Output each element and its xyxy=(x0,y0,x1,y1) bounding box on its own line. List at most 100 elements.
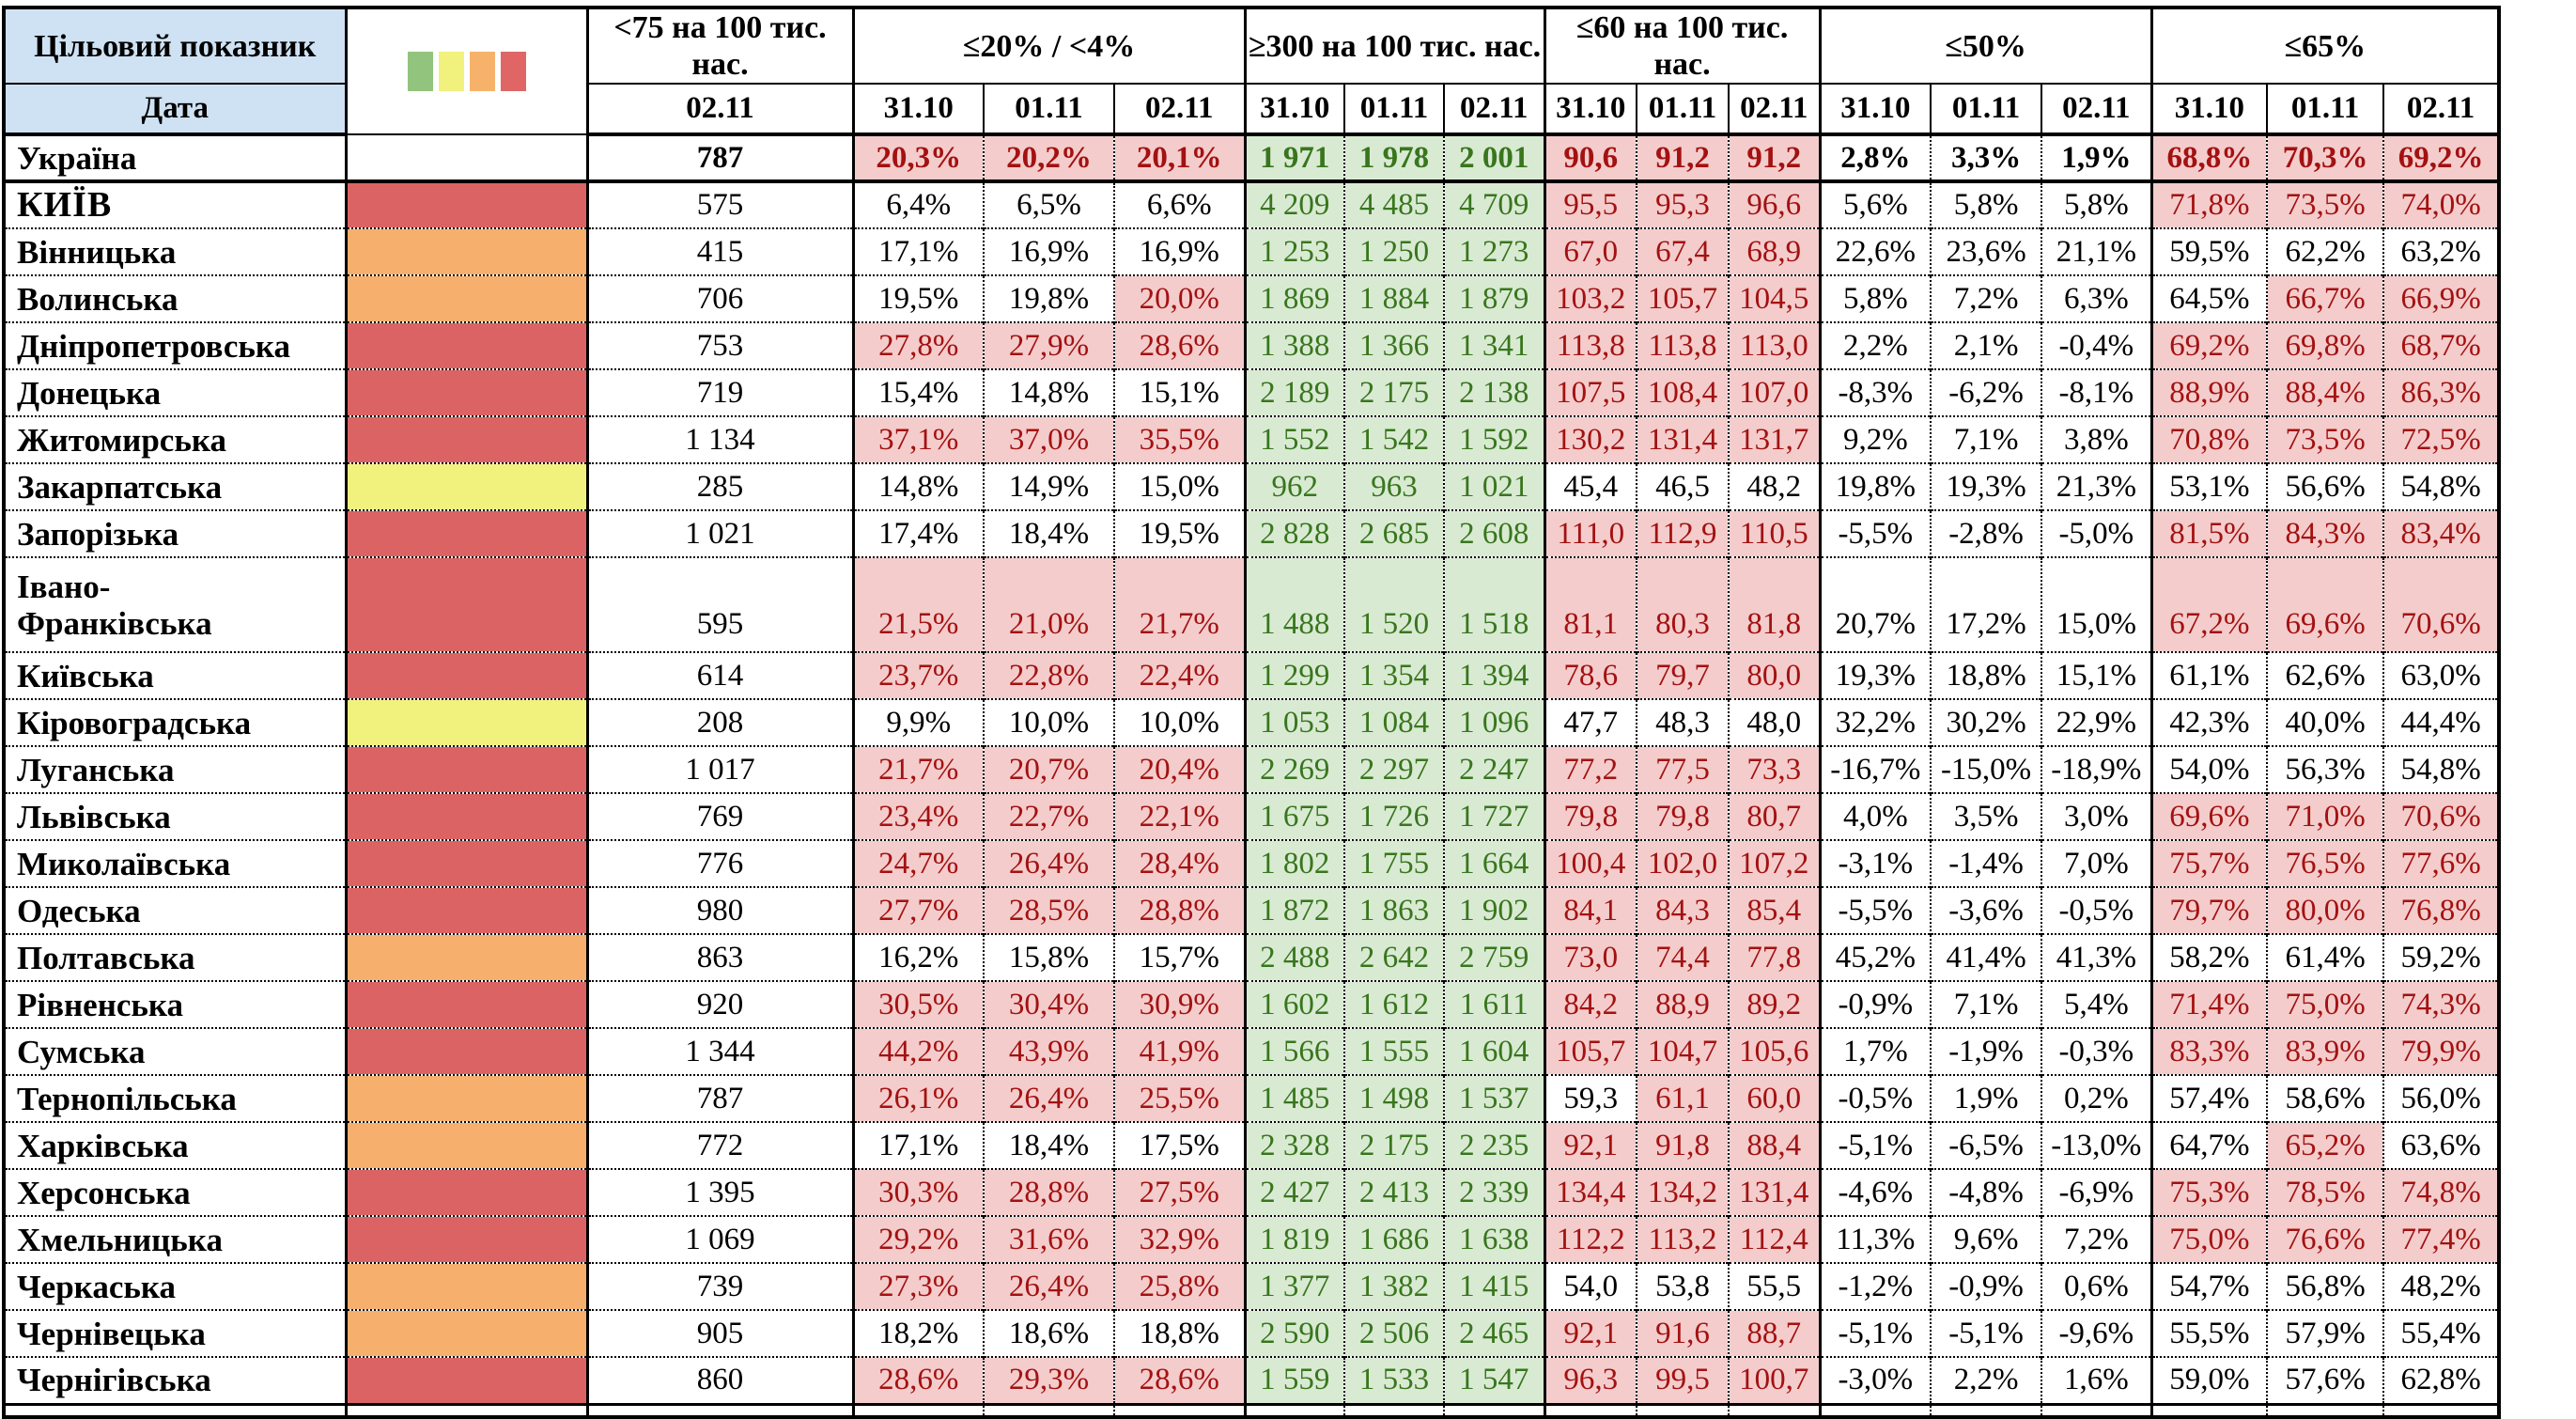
status-indicator-red xyxy=(344,321,589,370)
date-header: 02.11 xyxy=(2382,84,2500,137)
value-cell: 77,2 xyxy=(1543,745,1637,794)
value-cell: 1 555 xyxy=(1343,1027,1445,1076)
value-cell: 113,2 xyxy=(1636,1215,1730,1264)
value-cell: 9,6% xyxy=(1930,1215,2042,1264)
value-cell: 2 001 xyxy=(1443,133,1545,182)
value-cell: 2 642 xyxy=(1343,933,1445,982)
value-cell: 69,2% xyxy=(2382,133,2500,182)
value-cell: 1 869 xyxy=(1243,274,1345,323)
value-cell: 29,2% xyxy=(851,1215,984,1264)
value-cell: 415 xyxy=(585,227,853,276)
value-cell: 1 902 xyxy=(1443,886,1545,935)
value-cell: 56,6% xyxy=(2266,462,2384,511)
value-cell: 1 273 xyxy=(1443,227,1545,276)
date-header: 01.11 xyxy=(983,84,1114,137)
date-header: 02.11 xyxy=(585,84,853,137)
value-cell: 1,6% xyxy=(2041,1356,2152,1405)
value-cell: 104,5 xyxy=(1728,274,1821,323)
partial-cell xyxy=(1543,1402,1637,1418)
partial-cell xyxy=(585,1402,853,1418)
value-cell: 30,9% xyxy=(1112,980,1246,1029)
value-cell: 83,3% xyxy=(2149,1027,2268,1076)
value-cell: 4,0% xyxy=(1818,792,1932,841)
value-cell: 5,8% xyxy=(1930,179,2042,229)
value-cell: 25,8% xyxy=(1112,1262,1246,1311)
value-cell: 80,7 xyxy=(1728,792,1821,841)
value-cell: 26,4% xyxy=(983,839,1114,888)
region-name: Чернівецька xyxy=(4,1309,346,1358)
value-cell: 62,6% xyxy=(2266,651,2384,700)
value-cell: 5,8% xyxy=(2041,179,2152,229)
value-cell: 22,8% xyxy=(983,651,1114,700)
value-cell: 19,3% xyxy=(1930,462,2042,511)
value-cell: 134,4 xyxy=(1543,1168,1637,1217)
value-cell: 90,6 xyxy=(1543,133,1637,182)
value-cell: 21,7% xyxy=(851,745,984,794)
value-cell: 131,4 xyxy=(1728,1168,1821,1217)
value-cell: 1 675 xyxy=(1243,792,1345,841)
date-header: 02.11 xyxy=(1728,84,1821,137)
value-cell: -0,5% xyxy=(2041,886,2152,935)
value-cell: 706 xyxy=(585,274,853,323)
value-cell: 88,4% xyxy=(2266,368,2384,417)
value-cell: -6,2% xyxy=(1930,368,2042,417)
value-cell: 112,4 xyxy=(1728,1215,1821,1264)
date-header: 31.10 xyxy=(2149,84,2268,137)
value-cell: -0,3% xyxy=(2041,1027,2152,1076)
value-cell: 2 339 xyxy=(1443,1168,1545,1217)
value-cell: 67,4 xyxy=(1636,227,1730,276)
value-cell: 1 638 xyxy=(1443,1215,1545,1264)
value-cell: 75,7% xyxy=(2149,839,2268,888)
value-cell: -13,0% xyxy=(2041,1121,2152,1170)
value-cell: 15,0% xyxy=(2041,556,2152,653)
date-header: 31.10 xyxy=(1818,84,1932,137)
value-cell: 2,1% xyxy=(1930,321,2042,370)
value-cell: 47,7 xyxy=(1543,698,1637,747)
value-cell: 96,3 xyxy=(1543,1356,1637,1405)
status-indicator-empty xyxy=(344,133,589,182)
value-cell: 110,5 xyxy=(1728,509,1821,558)
value-cell: 18,6% xyxy=(983,1309,1114,1358)
value-cell: 31,6% xyxy=(983,1215,1114,1264)
partial-cell xyxy=(1930,1402,2042,1418)
value-cell: 2,8% xyxy=(1818,133,1932,182)
date-header: 31.10 xyxy=(1243,84,1345,137)
partial-cell xyxy=(1818,1402,1932,1418)
value-cell: -9,6% xyxy=(2041,1309,2152,1358)
value-cell: 1 971 xyxy=(1243,133,1345,182)
value-cell: 19,5% xyxy=(851,274,984,323)
value-cell: 57,6% xyxy=(2266,1356,2384,1405)
value-cell: 88,7 xyxy=(1728,1309,1821,1358)
status-indicator-orange xyxy=(344,227,589,276)
value-cell: 980 xyxy=(585,886,853,935)
date-header: 31.10 xyxy=(851,84,984,137)
value-cell: 23,6% xyxy=(1930,227,2042,276)
value-cell: 22,7% xyxy=(983,792,1114,841)
report-page: Цільовий показник <75 на 100 тис. нас. ≤… xyxy=(0,6,2576,1419)
value-cell: 18,2% xyxy=(851,1309,984,1358)
value-cell: 1 096 xyxy=(1443,698,1545,747)
partial-cell xyxy=(1636,1402,1730,1418)
value-cell: 1 366 xyxy=(1343,321,1445,370)
value-cell: 28,5% xyxy=(983,886,1114,935)
status-indicator-red xyxy=(344,556,589,653)
value-cell: 1 053 xyxy=(1243,698,1345,747)
value-cell: 131,4 xyxy=(1636,415,1730,464)
value-cell: 84,1 xyxy=(1543,886,1637,935)
value-cell: 53,1% xyxy=(2149,462,2268,511)
value-cell: 57,9% xyxy=(2266,1309,2384,1358)
value-cell: 73,5% xyxy=(2266,179,2384,229)
value-cell: 79,9% xyxy=(2382,1027,2500,1076)
value-cell: 1 377 xyxy=(1243,1262,1345,1311)
value-cell: 59,5% xyxy=(2149,227,2268,276)
value-cell: 3,5% xyxy=(1930,792,2042,841)
region-name: Полтавська xyxy=(4,933,346,982)
value-cell: -6,9% xyxy=(2041,1168,2152,1217)
value-cell: 2 759 xyxy=(1443,933,1545,982)
value-cell: 14,9% xyxy=(983,462,1114,511)
value-cell: 18,4% xyxy=(983,509,1114,558)
partial-cell xyxy=(2266,1402,2384,1418)
value-cell: 27,9% xyxy=(983,321,1114,370)
value-cell: 15,0% xyxy=(1112,462,1246,511)
value-cell: 2 189 xyxy=(1243,368,1345,417)
